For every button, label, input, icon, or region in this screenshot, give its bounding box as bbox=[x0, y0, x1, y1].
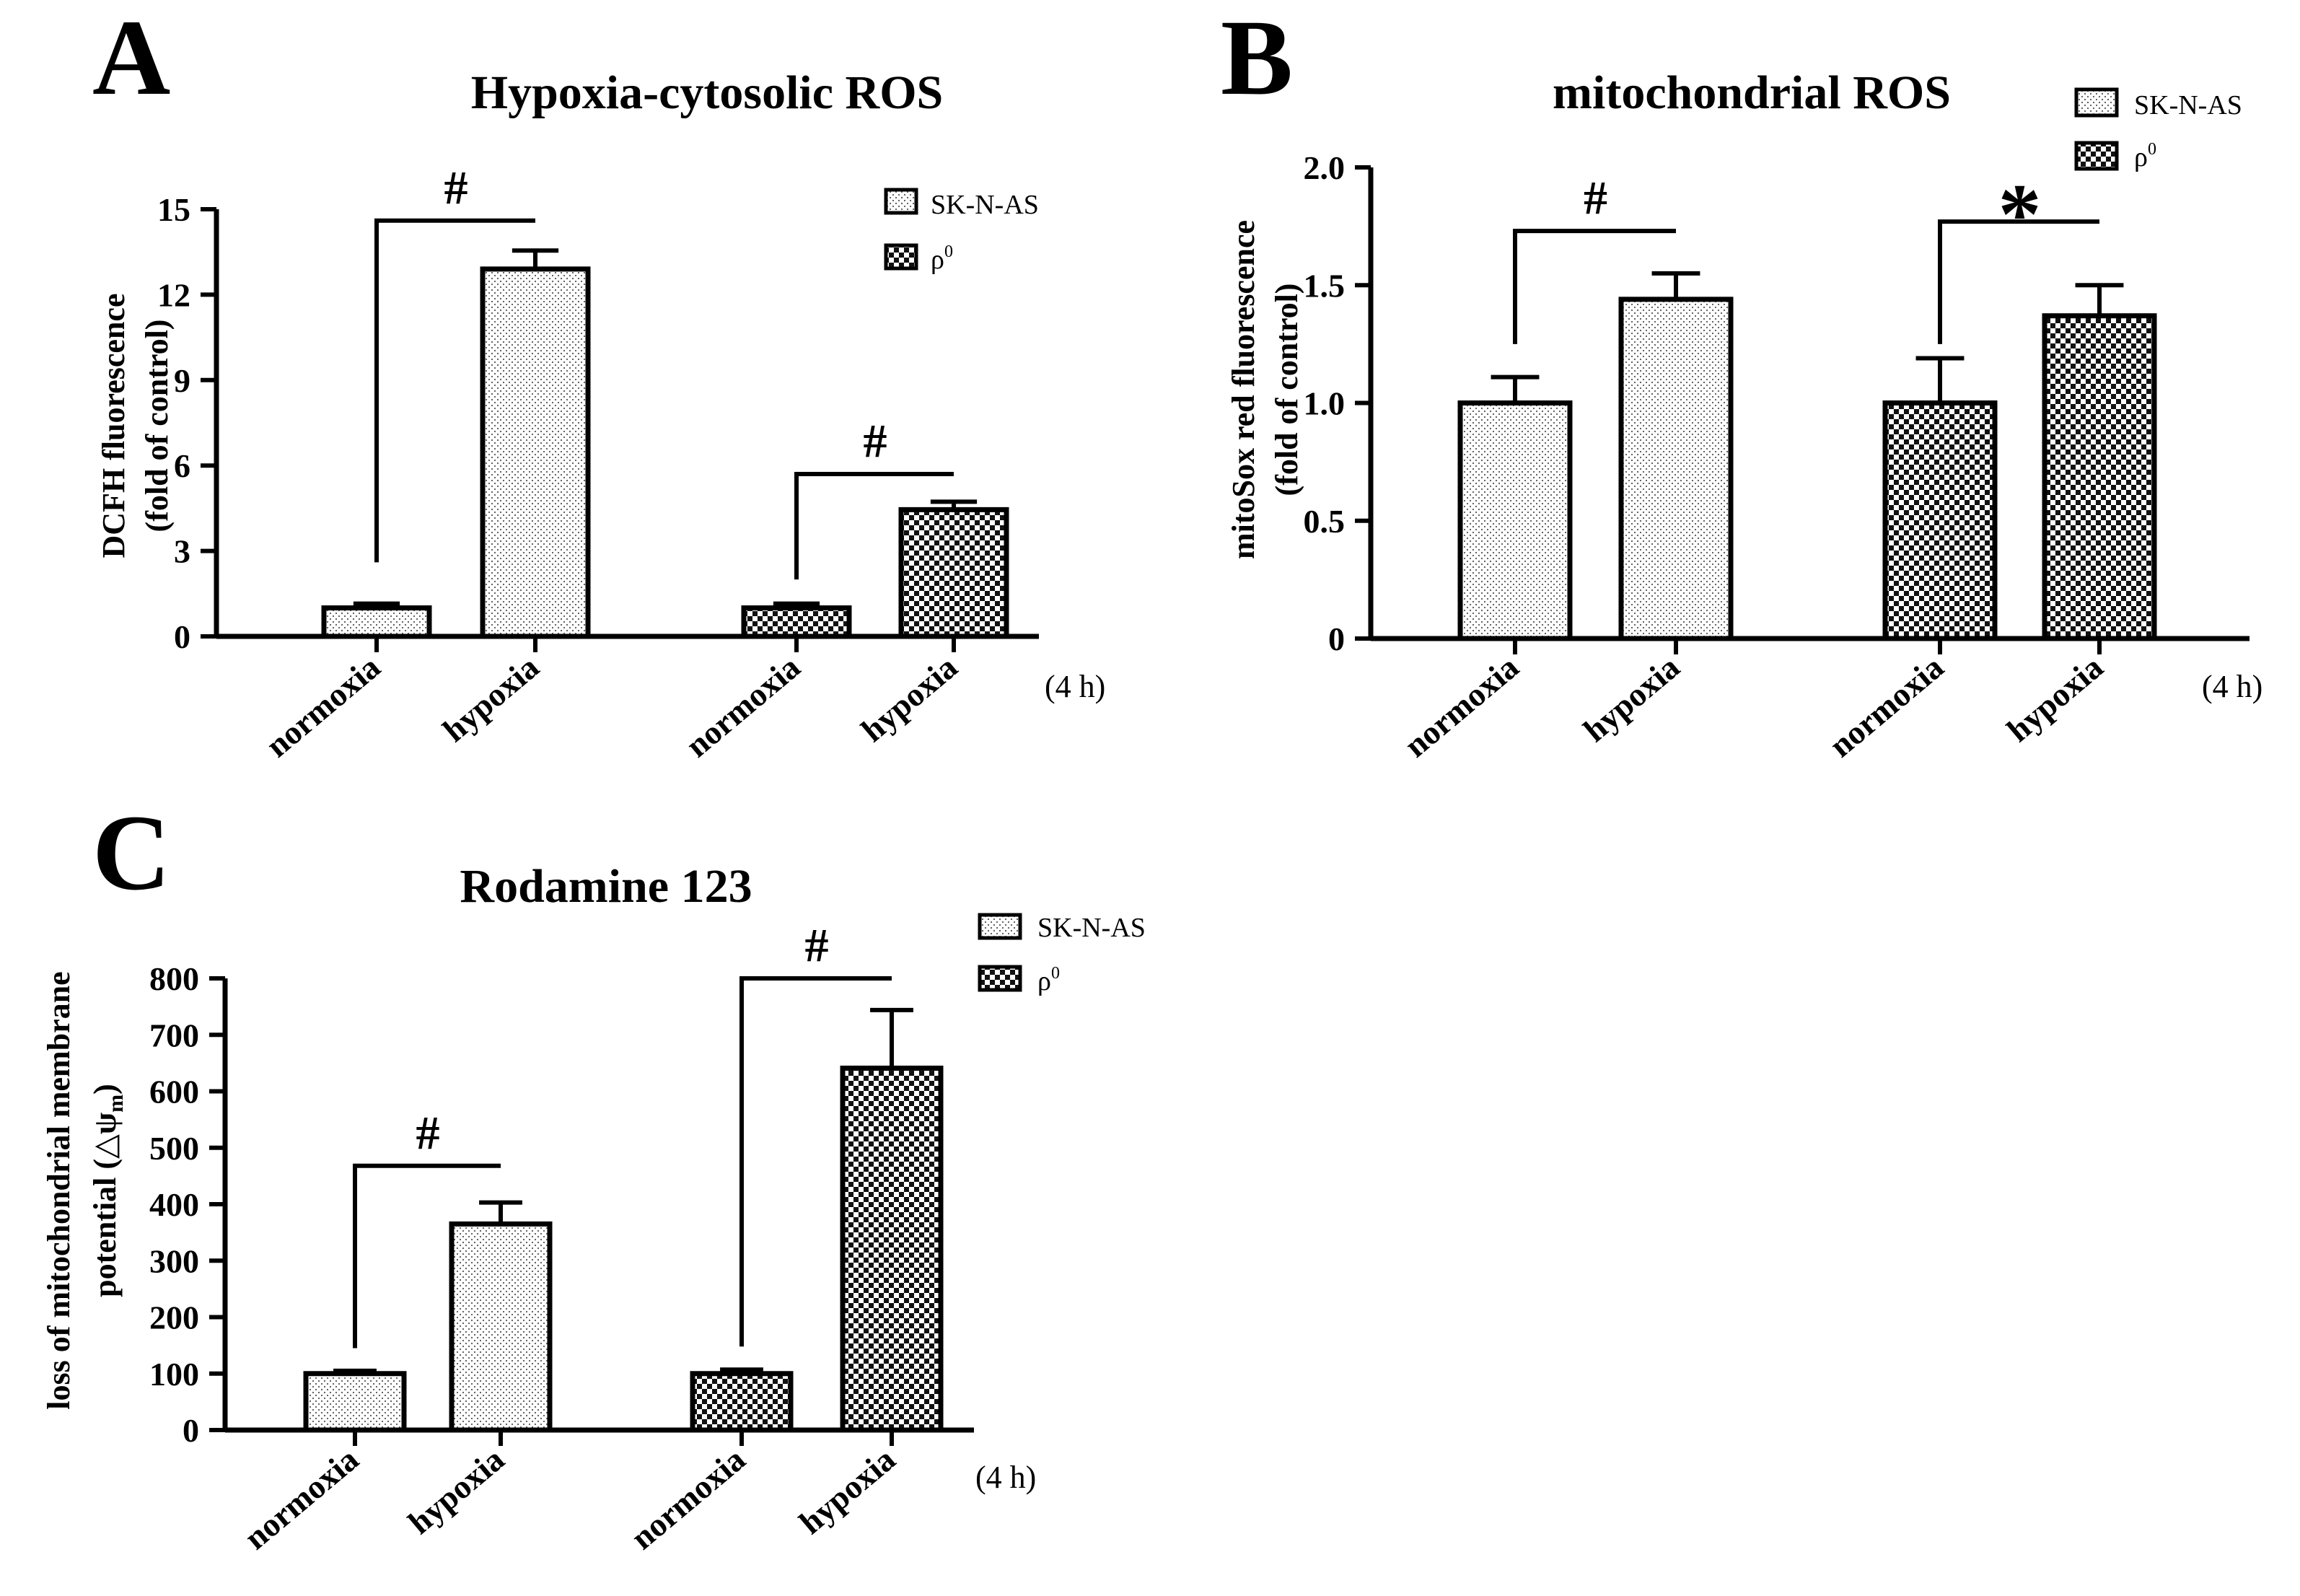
bar bbox=[449, 1221, 553, 1433]
chart-title: Hypoxia-cytosolic ROS bbox=[471, 66, 944, 119]
significance-bracket bbox=[1513, 229, 1676, 344]
significance-symbol: # bbox=[864, 415, 887, 468]
y-tick-label: 12 bbox=[157, 276, 190, 313]
significance-symbol: * bbox=[1998, 166, 2042, 262]
x-tick-label: hypoxia bbox=[436, 649, 545, 749]
legend-swatch-sk-n-as bbox=[978, 913, 1022, 940]
bar bbox=[741, 605, 852, 639]
significance-symbol: # bbox=[416, 1107, 440, 1159]
y-tick-label: 500 bbox=[149, 1130, 199, 1167]
legend-label-sk-n-as: SK-N-AS bbox=[2134, 90, 2242, 120]
bar bbox=[1457, 400, 1573, 641]
x-tick-label: normoxia bbox=[1397, 649, 1526, 765]
y-tick-label: 9 bbox=[174, 362, 190, 399]
bar bbox=[2042, 313, 2157, 641]
bar bbox=[840, 1065, 944, 1433]
panel-label: B bbox=[1221, 0, 1293, 118]
legend-swatch-rho0 bbox=[978, 965, 1022, 992]
x-tick-label: hypoxia bbox=[854, 649, 964, 749]
bar bbox=[1618, 297, 1734, 641]
chart-title: Rodamine 123 bbox=[460, 860, 752, 913]
bar bbox=[690, 1371, 794, 1433]
bar bbox=[321, 605, 432, 639]
panel-a: A Hypoxia-cytosolic ROS DCFH fluorescenc… bbox=[92, 0, 1105, 764]
panel-label: A bbox=[92, 0, 170, 118]
panel-c: C Rodamine 123 loss of mitochondrial mem… bbox=[41, 793, 1146, 1556]
legend-label-rho0: ρ0 bbox=[931, 242, 953, 275]
y-tick-label: 0 bbox=[1328, 621, 1345, 657]
time-label: (4 h) bbox=[2202, 669, 2262, 704]
y-tick-label: 1.0 bbox=[1304, 385, 1346, 422]
y-axis-label-line2: (fold of control) bbox=[139, 320, 175, 532]
x-tick-label: hypoxia bbox=[2000, 649, 2110, 749]
y-tick-label: 600 bbox=[149, 1074, 199, 1110]
legend-swatch-sk-n-as bbox=[2074, 87, 2119, 118]
legend: SK-N-AS ρ0 bbox=[978, 913, 1146, 996]
bar bbox=[898, 507, 1009, 639]
significance-bracket bbox=[794, 472, 954, 580]
y-axis-label-line1: mitoSox red fluorescence bbox=[1226, 220, 1261, 559]
y-tick-label: 300 bbox=[149, 1242, 199, 1279]
y-tick-label: 100 bbox=[149, 1356, 199, 1393]
significance-bracket bbox=[374, 218, 535, 563]
y-tick-label: 0 bbox=[183, 1412, 199, 1449]
chart-title: mitochondrial ROS bbox=[1553, 66, 1951, 119]
x-tick-label: normoxia bbox=[624, 1441, 752, 1557]
y-tick-label: 200 bbox=[149, 1299, 199, 1336]
y-tick-label: 6 bbox=[174, 447, 190, 484]
y-tick-label: 400 bbox=[149, 1186, 199, 1223]
y-tick-label: 3 bbox=[174, 533, 190, 570]
y-axis-label-line2: (fold of control) bbox=[1269, 284, 1304, 496]
y-axis-label-line1: DCFH fluorescence bbox=[96, 294, 131, 558]
legend-swatch-sk-n-as bbox=[884, 188, 918, 215]
significance-symbol: # bbox=[805, 919, 829, 972]
y-axis-label-line1: loss of mitochondrial membrane bbox=[41, 971, 76, 1409]
panel-label: C bbox=[92, 793, 170, 913]
y-tick-label: 15 bbox=[157, 191, 190, 228]
y-axis-label-line2: potential (△ψm) bbox=[87, 1084, 128, 1297]
legend: SK-N-AS ρ0 bbox=[2074, 87, 2242, 172]
y-tick-label: 0.5 bbox=[1304, 503, 1346, 540]
bar bbox=[303, 1371, 407, 1433]
panel-b: B mitochondrial ROS mitoSox red fluoresc… bbox=[1221, 0, 2262, 764]
time-label: (4 h) bbox=[975, 1460, 1036, 1495]
legend: SK-N-AS ρ0 bbox=[884, 188, 1039, 275]
bar bbox=[480, 266, 591, 639]
x-tick-label: hypoxia bbox=[1576, 649, 1686, 749]
legend-swatch-rho0 bbox=[2074, 141, 2119, 171]
significance-bracket bbox=[1938, 219, 2099, 344]
legend-swatch-rho0 bbox=[884, 243, 918, 271]
y-tick-label: 800 bbox=[149, 960, 199, 997]
significance-symbol: # bbox=[1584, 172, 1607, 224]
x-tick-label: normoxia bbox=[259, 649, 387, 765]
y-tick-label: 700 bbox=[149, 1017, 199, 1053]
time-label: (4 h) bbox=[1045, 669, 1105, 704]
bar bbox=[1882, 400, 1998, 641]
legend-label-sk-n-as: SK-N-AS bbox=[1037, 913, 1146, 943]
legend-label-rho0: ρ0 bbox=[2134, 140, 2156, 172]
y-tick-label: 1.5 bbox=[1304, 267, 1346, 304]
significance-bracket bbox=[353, 1163, 501, 1349]
x-tick-label: hypoxia bbox=[401, 1441, 511, 1541]
y-tick-label: 0 bbox=[174, 618, 190, 655]
significance-symbol: # bbox=[444, 162, 468, 214]
legend-label-rho0: ρ0 bbox=[1037, 964, 1060, 996]
y-tick-label: 2.0 bbox=[1304, 149, 1346, 186]
x-tick-label: hypoxia bbox=[792, 1441, 902, 1541]
x-tick-label: normoxia bbox=[679, 649, 807, 765]
legend-label-sk-n-as: SK-N-AS bbox=[931, 190, 1039, 220]
significance-bracket bbox=[739, 976, 892, 1347]
x-tick-label: normoxia bbox=[1822, 649, 1951, 765]
x-tick-label: normoxia bbox=[237, 1441, 366, 1557]
